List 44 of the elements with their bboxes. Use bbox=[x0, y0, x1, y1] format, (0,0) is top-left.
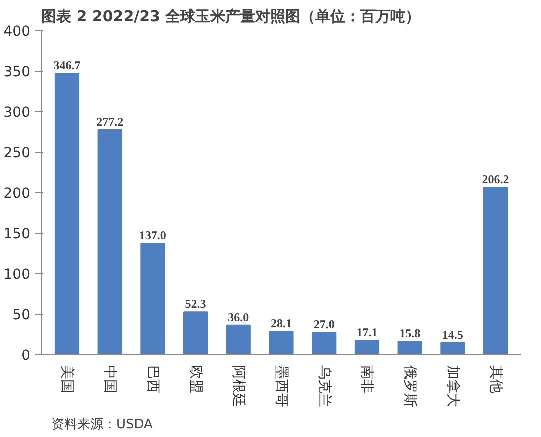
bar bbox=[226, 324, 251, 354]
bar bbox=[440, 342, 466, 354]
data-label: 28.1 bbox=[271, 316, 292, 331]
y-tick-label: 50 bbox=[12, 308, 31, 324]
bar bbox=[269, 331, 294, 354]
x-tick-label: 美国 bbox=[59, 366, 76, 394]
data-label: 52.3 bbox=[185, 297, 206, 312]
data-label: 17.1 bbox=[356, 326, 378, 340]
bar bbox=[354, 340, 380, 354]
bar bbox=[54, 73, 80, 354]
bar bbox=[140, 243, 166, 354]
text: 资料来源：USDA bbox=[52, 418, 154, 432]
y-tick-label: 0 bbox=[22, 348, 31, 364]
bar bbox=[312, 332, 337, 354]
bar bbox=[184, 312, 208, 354]
y-tick-label: 350 bbox=[4, 64, 31, 80]
bar bbox=[484, 186, 508, 354]
data-label: 14.5 bbox=[442, 328, 464, 342]
x-tick-label: 俄罗斯 bbox=[402, 366, 418, 408]
x-tick-label: 乌克兰 bbox=[316, 366, 332, 408]
x-tick-label: 阿根廷 bbox=[230, 366, 247, 408]
data-label: 206.2 bbox=[482, 172, 510, 186]
data-label: 15.8 bbox=[400, 326, 421, 341]
x-tick-label: 加拿大 bbox=[444, 366, 461, 408]
x-tick-label: 其他 bbox=[488, 366, 504, 394]
x-tick-label: 巴西 bbox=[144, 366, 161, 394]
y-tick-label: 400 bbox=[4, 24, 31, 40]
y-tick-label: 300 bbox=[4, 105, 31, 121]
data-label: 346.7 bbox=[54, 58, 81, 73]
data-label: 27.0 bbox=[314, 318, 335, 332]
y-tick-label: 150 bbox=[4, 226, 31, 242]
x-tick-label: 欧盟 bbox=[188, 366, 204, 394]
bar bbox=[398, 341, 422, 354]
data-label: 277.2 bbox=[96, 114, 124, 129]
y-tick-label: 250 bbox=[4, 146, 31, 162]
x-tick-label: 中国 bbox=[102, 366, 118, 394]
data-label: 36.0 bbox=[228, 310, 250, 324]
x-tick-label: 墨西哥 bbox=[274, 366, 290, 408]
x-tick-label: 南非 bbox=[359, 366, 376, 394]
y-tick-label: 100 bbox=[4, 267, 31, 283]
chart-title: 图表 2 2022/23 全球玉米产量对照图（单位：百万吨） bbox=[42, 8, 421, 26]
bar bbox=[98, 129, 122, 354]
data-label: 137.0 bbox=[139, 228, 166, 243]
y-tick-label: 200 bbox=[4, 186, 31, 202]
